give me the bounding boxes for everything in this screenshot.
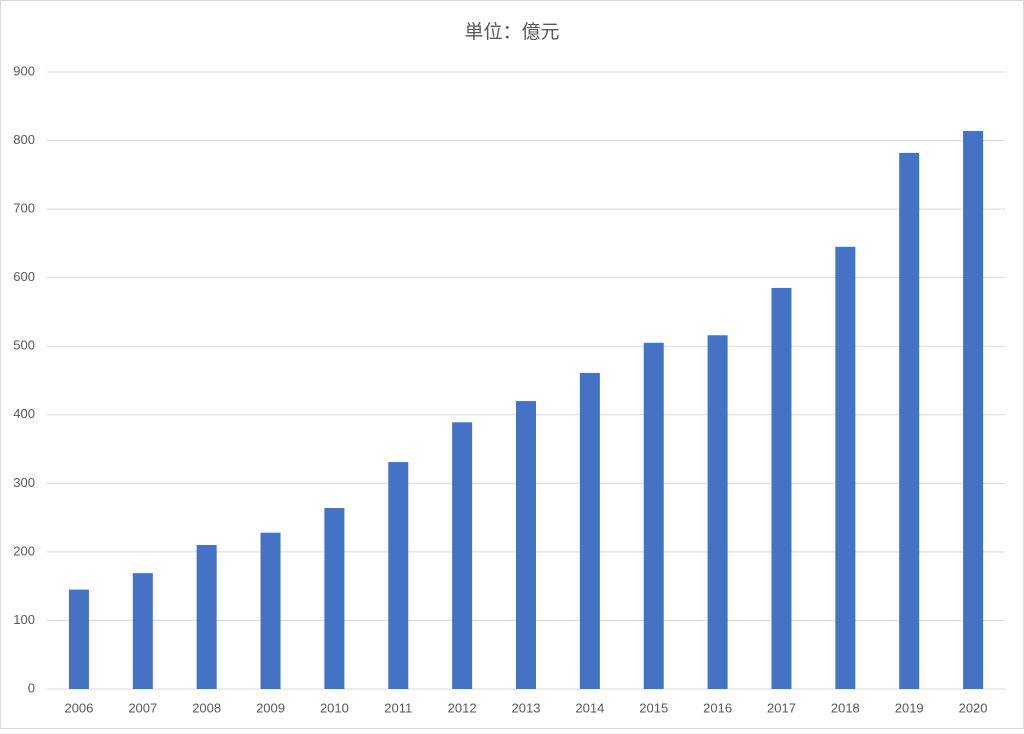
x-tick-label: 2017: [767, 700, 796, 715]
y-tick-label: 0: [28, 680, 35, 695]
y-tick-label: 200: [13, 543, 35, 558]
bar: [771, 287, 792, 689]
bar: [963, 130, 984, 690]
y-tick-label: 700: [13, 201, 35, 216]
x-tick-label: 2009: [256, 700, 285, 715]
x-tick-label: 2010: [320, 700, 349, 715]
y-tick-label: 300: [13, 475, 35, 490]
bar: [516, 401, 536, 689]
bar: [68, 589, 89, 689]
x-tick-label: 2020: [959, 700, 988, 715]
x-tick-label: 2007: [128, 700, 157, 715]
y-tick-label: 500: [13, 338, 35, 353]
bar: [388, 462, 409, 689]
y-tick-label: 800: [13, 132, 35, 147]
y-tick-label: 100: [13, 612, 35, 627]
bar: [707, 335, 728, 689]
x-tick-label: 2019: [895, 700, 924, 715]
bar: [579, 372, 600, 689]
y-tick-label: 400: [13, 406, 35, 421]
x-tick-label: 2014: [575, 700, 604, 715]
bar: [196, 545, 217, 689]
x-tick-label: 2008: [192, 700, 221, 715]
bar: [452, 422, 473, 689]
x-tick-label: 2006: [64, 700, 93, 715]
y-tick-label: 600: [13, 269, 35, 284]
x-tick-label: 2015: [639, 700, 668, 715]
bar: [260, 532, 281, 689]
x-tick-label: 2012: [448, 700, 477, 715]
bar: [835, 246, 856, 690]
bar: [132, 573, 153, 689]
bar: [643, 342, 664, 689]
x-tick-label: 2018: [831, 700, 860, 715]
chart-title: 単位：億元: [464, 21, 559, 43]
x-tick-label: 2013: [512, 700, 541, 715]
x-tick-label: 2011: [384, 700, 412, 715]
bar: [324, 508, 345, 689]
y-tick-label: 900: [13, 63, 35, 78]
x-tick-label: 2016: [703, 700, 732, 715]
bar: [899, 152, 920, 689]
